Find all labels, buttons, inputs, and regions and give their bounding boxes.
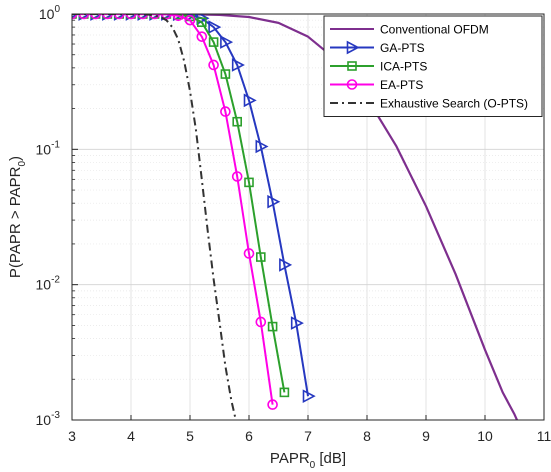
data-point-marker — [279, 258, 293, 272]
data-point-marker — [137, 14, 149, 20]
x-tick-label: 4 — [127, 428, 135, 444]
x-axis-label-sub: 0 — [310, 460, 316, 471]
data-point-marker — [232, 116, 242, 127]
data-point-marker — [267, 399, 278, 410]
data-point-marker — [255, 139, 269, 154]
legend-marker — [346, 79, 358, 90]
legend-entry: GA-PTS — [330, 40, 425, 55]
legend-marker — [347, 61, 357, 71]
x-tick-label: 5 — [186, 428, 194, 444]
series-line — [72, 14, 286, 393]
legend-label: EA-PTS — [380, 78, 423, 92]
data-point-marker — [113, 14, 127, 21]
series-4 — [72, 14, 278, 410]
y-tick-label: 10-3 — [36, 410, 61, 428]
data-point-marker — [125, 14, 137, 20]
data-point-marker — [78, 14, 90, 20]
series-5 — [72, 14, 237, 420]
data-point-marker — [244, 177, 254, 188]
legend-label: Exhaustive Search (O-PTS) — [380, 97, 528, 111]
x-axis-label-tail: [dB] — [315, 450, 346, 467]
x-tick-label: 6 — [245, 428, 253, 444]
y-axis-label-tail: ) — [7, 156, 24, 161]
y-tick-label: 10-2 — [36, 275, 61, 293]
data-point-marker — [90, 14, 104, 21]
data-point-marker — [125, 14, 139, 21]
data-point-marker — [208, 59, 219, 71]
y-axis-label-sub: 0 — [17, 161, 28, 167]
data-point-marker — [290, 316, 304, 330]
data-point-marker — [231, 58, 245, 72]
data-point-marker — [149, 14, 163, 21]
data-point-marker — [220, 106, 231, 117]
data-point-marker — [184, 14, 196, 26]
x-axis-label-main: PAPR — [270, 450, 310, 467]
legend-entry: ICA-PTS — [330, 60, 427, 74]
data-point-marker — [243, 93, 257, 108]
x-axis-label: PAPR0 [dB] — [270, 450, 346, 471]
x-tick-label: 11 — [537, 428, 551, 444]
data-point-marker — [302, 389, 316, 403]
data-point-marker — [102, 14, 113, 20]
legend-label: ICA-PTS — [380, 60, 427, 74]
legend-entry: Exhaustive Search (O-PTS) — [330, 97, 528, 111]
legend-label: GA-PTS — [380, 41, 425, 55]
data-point-marker — [137, 14, 151, 21]
y-axis-label-main: P(PAPR > PAPR — [7, 166, 24, 278]
data-point-marker — [255, 252, 266, 262]
data-point-marker — [197, 17, 207, 27]
data-point-marker — [196, 31, 208, 42]
x-tick-label: 8 — [363, 428, 371, 444]
data-point-marker — [231, 171, 243, 182]
legend-entry: Conventional OFDM — [330, 23, 489, 37]
data-point-marker — [78, 14, 92, 21]
data-point-marker — [149, 14, 160, 20]
y-tick-label: 100 — [39, 4, 61, 22]
x-tick-label: 7 — [304, 428, 312, 444]
legend-label: Conventional OFDM — [380, 23, 489, 37]
data-point-marker — [208, 37, 219, 47]
y-tick-label: 10-1 — [36, 139, 61, 157]
series-line — [72, 14, 237, 420]
y-axis-ticks: 10-3 10-2 10-1 100 — [36, 4, 78, 428]
data-point-marker — [279, 387, 290, 398]
legend: Conventional OFDM GA-PTS ICA-PTS EA-PTS Exha… — [323, 15, 543, 117]
data-point-marker — [72, 14, 80, 19]
x-tick-label: 9 — [422, 428, 430, 444]
data-point-marker — [161, 14, 175, 21]
data-point-marker — [102, 14, 116, 21]
data-point-marker — [113, 14, 125, 20]
data-point-marker — [220, 35, 234, 49]
data-point-marker — [172, 14, 184, 22]
x-tick-label: 3 — [68, 428, 76, 444]
series-line — [72, 14, 274, 405]
legend-marker — [346, 40, 360, 55]
x-axis-ticks: 3 4 5 6 7 8 9 10 11 — [68, 415, 551, 444]
y-axis-label: P(PAPR > PAPR0) — [7, 156, 28, 278]
legend-entry: EA-PTS — [330, 78, 423, 92]
data-point-marker — [220, 69, 231, 79]
data-point-marker — [90, 14, 101, 20]
data-point-marker — [243, 248, 255, 259]
data-point-marker — [255, 316, 267, 328]
data-point-marker — [267, 321, 278, 332]
x-tick-label: 10 — [477, 428, 493, 444]
data-point-marker — [267, 194, 281, 209]
data-point-marker — [208, 20, 222, 34]
